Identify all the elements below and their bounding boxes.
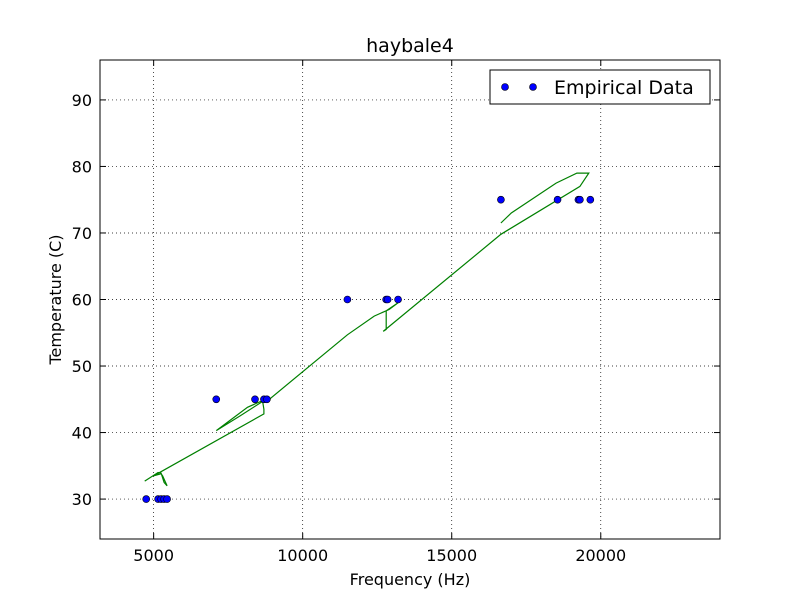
series-line-group <box>144 172 590 487</box>
series-line <box>144 172 590 487</box>
grid-lines <box>100 60 720 539</box>
data-point <box>163 495 171 503</box>
legend-label: Empirical Data <box>554 77 694 99</box>
x-axis-label: Frequency (Hz) <box>350 570 471 589</box>
legend-marker <box>529 83 537 91</box>
legend-box <box>489 69 711 105</box>
y-tick-label: 70 <box>72 224 92 243</box>
series-points-group <box>142 195 595 503</box>
x-tick-label: 15000 <box>426 546 477 565</box>
y-tick-label: 50 <box>72 357 92 376</box>
y-tick-label: 30 <box>72 490 92 509</box>
x-tick-label: 5000 <box>133 546 174 565</box>
y-axis-label: Temperature (C) <box>46 234 65 365</box>
axis-ticks: 5000 10000 15000 20000 30 40 50 60 70 80 90 <box>72 60 720 565</box>
data-point <box>497 195 505 204</box>
x-tick-label: 10000 <box>277 546 328 565</box>
data-point <box>343 295 352 304</box>
data-point <box>586 195 595 204</box>
y-tick-label: 60 <box>72 291 92 310</box>
data-point <box>212 395 221 404</box>
data-point <box>576 195 584 204</box>
x-tick-label: 20000 <box>575 546 626 565</box>
data-point <box>251 395 259 404</box>
data-point <box>553 195 562 204</box>
legend-marker <box>501 83 509 91</box>
data-point <box>263 395 271 404</box>
data-point <box>383 295 392 304</box>
data-point <box>142 495 151 503</box>
y-tick-label: 80 <box>72 157 92 176</box>
legend: Empirical Data <box>489 69 711 105</box>
data-point <box>394 295 402 304</box>
chart-title: haybale4 <box>366 35 454 57</box>
y-tick-label: 40 <box>72 424 92 443</box>
y-tick-label: 90 <box>72 91 92 110</box>
